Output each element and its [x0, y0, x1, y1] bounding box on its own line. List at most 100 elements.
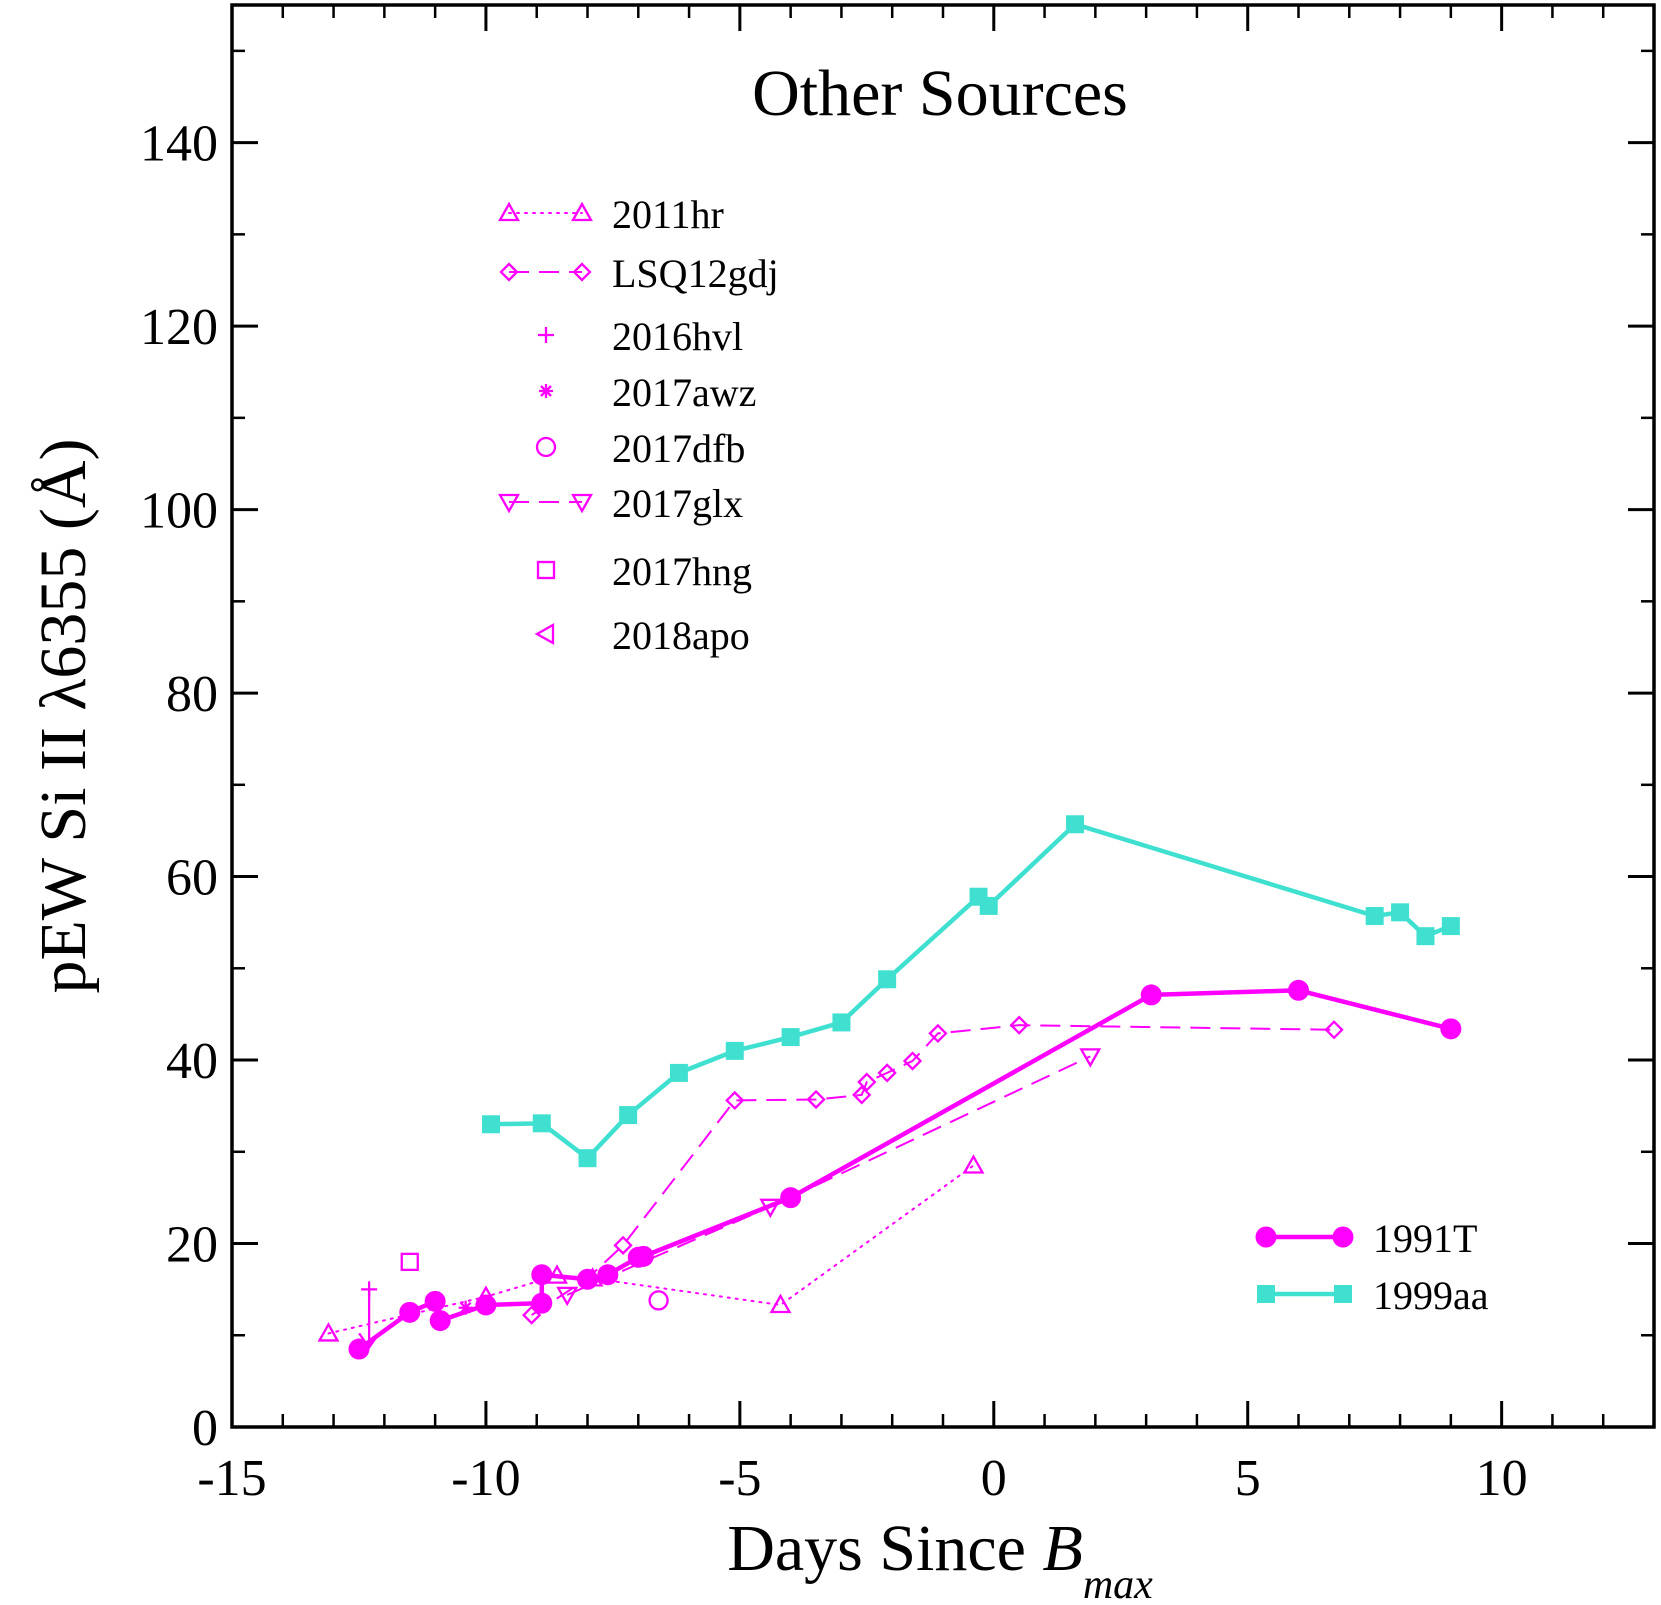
series-1991t	[348, 979, 1462, 1360]
data-point-lsq12gdj	[857, 1072, 877, 1092]
data-point-2017dfb	[648, 1290, 669, 1311]
legend-label: 1991T	[1373, 1216, 1477, 1261]
legend-marker	[498, 201, 520, 222]
data-point-lsq12gdj	[877, 1063, 897, 1083]
x-tick-label: -5	[718, 1450, 761, 1507]
legend-item-1999aa: 1999aa	[1257, 1273, 1489, 1318]
legend-marker	[1332, 1226, 1354, 1248]
y-tick-label: 80	[166, 666, 218, 723]
data-point-1991t	[424, 1290, 446, 1312]
legend-marker	[1255, 1226, 1277, 1248]
legend-marker	[572, 262, 592, 282]
y-tick-label: 60	[166, 850, 218, 907]
legend-label: LSQ12gdj	[612, 251, 779, 296]
legend-marker	[498, 493, 520, 514]
legend-label: 2018apo	[612, 613, 750, 658]
x-tick-label: 5	[1235, 1450, 1261, 1507]
series-line-lsq12gdj	[531, 1024, 1335, 1316]
chart-title: Other Sources	[752, 57, 1128, 130]
data-point-1999aa	[1391, 903, 1410, 922]
data-point-lsq12gdj	[902, 1051, 923, 1071]
data-point-2016hvl	[361, 1281, 378, 1298]
series-layer	[317, 815, 1462, 1360]
data-point-1999aa	[619, 1106, 638, 1125]
legend-item-2017hng: 2017hng	[536, 549, 752, 594]
data-point-lsq12gdj	[613, 1235, 633, 1255]
data-point-1999aa	[979, 896, 998, 915]
data-point-1999aa	[1365, 906, 1384, 925]
x-tick-label: -15	[197, 1450, 266, 1507]
legend-marker	[1257, 1285, 1275, 1303]
series-1999aa	[482, 815, 1460, 1168]
legend-label: 2017glx	[612, 481, 743, 526]
data-point-1999aa	[878, 970, 897, 989]
legend-label: 2017awz	[612, 370, 756, 415]
legend-layer: 2011hr LSQ12gdj 2016hvl 2017awz 2017dfb 2017g…	[498, 192, 1489, 1318]
y-tick-label: 140	[140, 116, 218, 173]
data-point-1999aa	[725, 1041, 744, 1060]
legend-item-2017awz: 2017awz	[539, 370, 756, 415]
series-2017awz	[458, 1300, 473, 1315]
data-point-1991t	[1288, 979, 1309, 1001]
x-tick-label: 0	[981, 1450, 1007, 1507]
x-axis-title-subscript: max	[1083, 1562, 1153, 1605]
data-point-lsq12gdj	[806, 1089, 826, 1110]
legend-label: 2016hvl	[612, 314, 743, 359]
legend-item-lsq12gdj: LSQ12gdj	[499, 251, 779, 296]
data-point-1991t	[1440, 1018, 1462, 1040]
data-point-1991t	[780, 1187, 802, 1209]
data-point-1991t	[429, 1310, 451, 1332]
data-point-1999aa	[532, 1114, 551, 1133]
x-axis-title-italic: B	[1042, 1512, 1082, 1585]
legend-label: 2017dfb	[612, 426, 745, 471]
legend-marker	[539, 384, 553, 398]
data-point-2017glx	[1079, 1048, 1102, 1068]
legend-label: 2017hng	[612, 549, 752, 594]
data-point-1991t	[399, 1301, 421, 1323]
data-point-2017glx	[556, 1286, 579, 1307]
data-point-1991t	[531, 1264, 553, 1286]
series-line-1999aa	[490, 822, 1452, 1161]
legend-marker	[538, 327, 554, 343]
legend-item-2011hr: 2011hr	[498, 192, 724, 237]
data-point-2017hng	[400, 1252, 419, 1272]
y-tick-label: 40	[166, 1033, 218, 1090]
legend-marker	[1334, 1285, 1352, 1303]
legend-item-1991t: 1991T	[1255, 1216, 1477, 1261]
data-point-lsq12gdj	[928, 1023, 948, 1044]
legend-label: 1999aa	[1373, 1273, 1489, 1318]
data-point-1991t	[348, 1338, 370, 1360]
legend-label: 2011hr	[612, 192, 724, 237]
legend-marker	[536, 560, 556, 580]
series-2017dfb	[648, 1290, 669, 1311]
y-tick-label: 120	[140, 299, 218, 356]
data-point-1991t	[597, 1264, 619, 1286]
data-point-2011hr	[962, 1154, 985, 1174]
x-axis-title: Days Since Bmax	[727, 1512, 1153, 1605]
legend-item-2018apo: 2018apo	[534, 613, 750, 658]
series-2017hng	[400, 1252, 419, 1272]
data-point-1991t	[632, 1245, 654, 1267]
data-point-1999aa	[832, 1013, 851, 1032]
data-point-1999aa	[1416, 927, 1435, 946]
data-point-1999aa	[669, 1063, 688, 1082]
legend-marker	[571, 493, 593, 514]
data-point-lsq12gdj	[725, 1090, 745, 1111]
data-point-lsq12gdj	[852, 1085, 872, 1105]
data-point-1991t	[1140, 984, 1162, 1006]
data-point-1999aa	[781, 1028, 800, 1047]
legend-item-2017glx: 2017glx	[498, 481, 743, 526]
data-point-1999aa	[1066, 815, 1085, 834]
legend-marker	[535, 436, 557, 458]
data-point-lsq12gdj	[1324, 1020, 1344, 1040]
legend-item-2016hvl: 2016hvl	[538, 314, 743, 359]
data-point-1991t	[577, 1268, 598, 1290]
x-tick-label: 10	[1476, 1450, 1528, 1507]
data-point-1999aa	[482, 1115, 501, 1134]
y-axis-title: pEW Si II λ6355 (Å)	[27, 438, 100, 993]
legend-item-2017dfb: 2017dfb	[535, 426, 745, 471]
legend-marker	[499, 262, 519, 282]
y-tick-label: 0	[192, 1400, 218, 1457]
